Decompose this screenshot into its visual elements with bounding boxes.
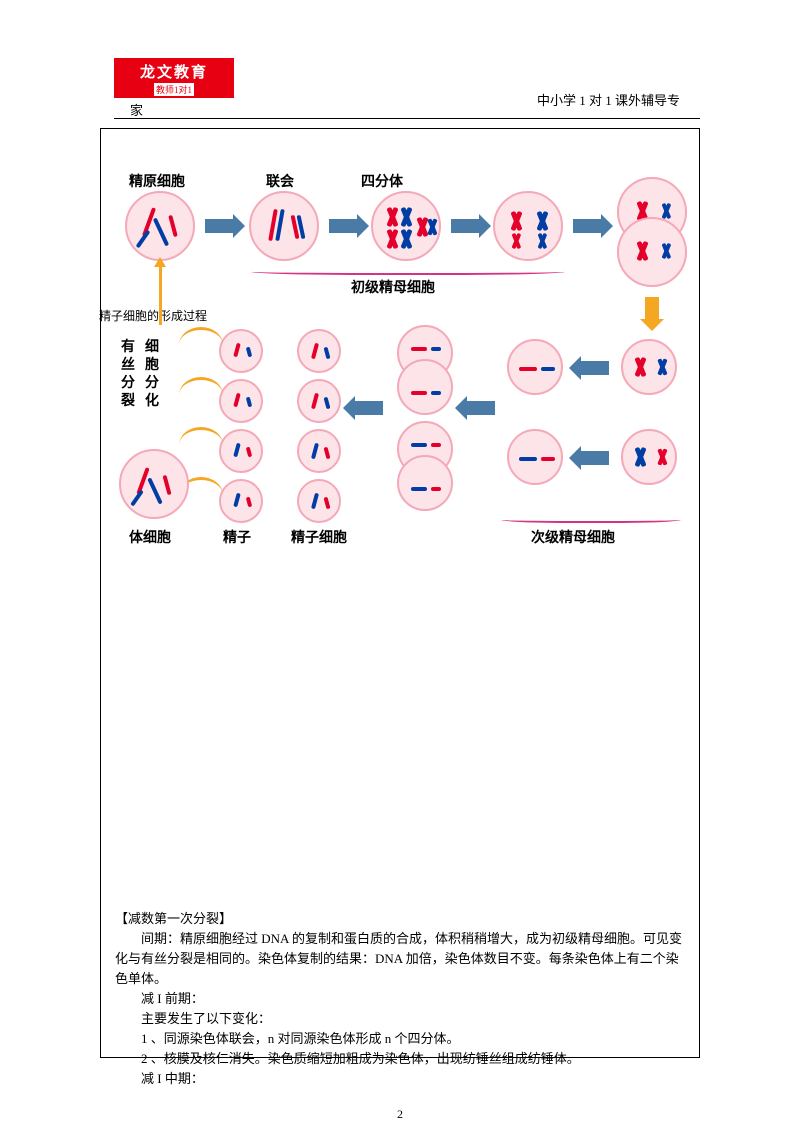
cell-sperm-2 [219, 379, 263, 423]
cell-tetrad [371, 191, 441, 261]
page-number: 2 [397, 1107, 403, 1122]
arrow-down-icon [645, 297, 659, 321]
text-p2: 减 I 前期： [115, 989, 685, 1009]
cell-secondary-2 [621, 429, 677, 485]
cell-anaphase2-top [397, 325, 453, 415]
label-tetrad: 四分体 [361, 171, 403, 191]
sperm-tail-icon [179, 427, 223, 445]
header-rule [114, 118, 700, 119]
brace-primary [251, 267, 565, 275]
cell-anaphase2-bot [397, 421, 453, 511]
cell-secondary-1 [621, 339, 677, 395]
arrow-left-icon [579, 451, 609, 465]
cell-spermatid-4 [297, 479, 341, 523]
arrow-icon [573, 219, 603, 233]
cell-sperm-3 [219, 429, 263, 473]
cell-sperm-4 [219, 479, 263, 523]
label-spermatogonium: 精原细胞 [129, 171, 185, 191]
vtext-mitosis: 有丝分裂 [121, 339, 137, 411]
arrow-icon [451, 219, 481, 233]
logo-sub-text: 教师1对1 [154, 83, 194, 96]
cell-metaphase1 [493, 191, 563, 261]
page-header: 龙文教育 教师1对1 中小学 1 对 1 课外辅导专 家 [0, 0, 800, 10]
cell-anaphase1 [617, 177, 687, 287]
text-p1: 间期：精原细胞经过 DNA 的复制和蛋白质的合成，体积稍稍增大，成为初级精母细胞… [115, 929, 685, 989]
text-p4: 1 、同源染色体联会，n 对同源染色体形成 n 个四分体。 [115, 1029, 685, 1049]
content-frame: 精原细胞 联会 四分体 [100, 128, 700, 1058]
sperm-tail-icon [179, 327, 223, 345]
meiosis-diagram: 精原细胞 联会 四分体 [101, 129, 699, 569]
label-synapsis: 联会 [266, 171, 294, 191]
vtext-differentiation: 细胞分化 [145, 339, 161, 411]
header-below-text: 家 [130, 100, 143, 119]
brace-secondary [501, 515, 681, 523]
sperm-tail-icon [179, 377, 223, 395]
cell-synapsis [249, 191, 319, 261]
arrow-icon [205, 219, 235, 233]
text-p3: 主要发生了以下变化： [115, 1009, 685, 1029]
text-heading: 【减数第一次分裂】 [115, 909, 685, 929]
cell-spermatogonium [125, 191, 195, 261]
arrow-left-icon [465, 401, 495, 415]
arrow-left-icon [579, 361, 609, 375]
cell-metaphase2-top [507, 339, 563, 395]
cell-spermatid-1 [297, 329, 341, 373]
cell-spermatid-3 [297, 429, 341, 473]
label-sperm: 精子 [223, 527, 251, 547]
arrow-left-icon [353, 401, 383, 415]
header-right-text: 中小学 1 对 1 课外辅导专 [537, 90, 680, 109]
logo: 龙文教育 教师1对1 [114, 58, 234, 98]
text-p6: 减 I 中期： [115, 1069, 685, 1089]
cell-metaphase2-bot [507, 429, 563, 485]
label-sperm-cell: 精子细胞 [291, 527, 347, 547]
label-somatic: 体细胞 [129, 527, 171, 547]
text-body: 【减数第一次分裂】 间期：精原细胞经过 DNA 的复制和蛋白质的合成，体积稍稍增… [115, 909, 685, 1089]
label-secondary-spermatocyte: 次级精母细胞 [531, 527, 615, 547]
text-p5: 2 、核膜及核仁消失。染色质缩短加粗成为染色体，出现纺锤丝组成纺锤体。 [115, 1049, 685, 1069]
label-primary-spermatocyte: 初级精母细胞 [351, 277, 435, 297]
logo-main-text: 龙文教育 [140, 61, 208, 82]
cell-sperm-1 [219, 329, 263, 373]
cell-spermatid-2 [297, 379, 341, 423]
side-caption: 精子细胞的形成过程 [99, 307, 207, 324]
arrow-icon [329, 219, 359, 233]
cell-somatic [119, 449, 189, 519]
arrow-up-icon [159, 265, 162, 325]
